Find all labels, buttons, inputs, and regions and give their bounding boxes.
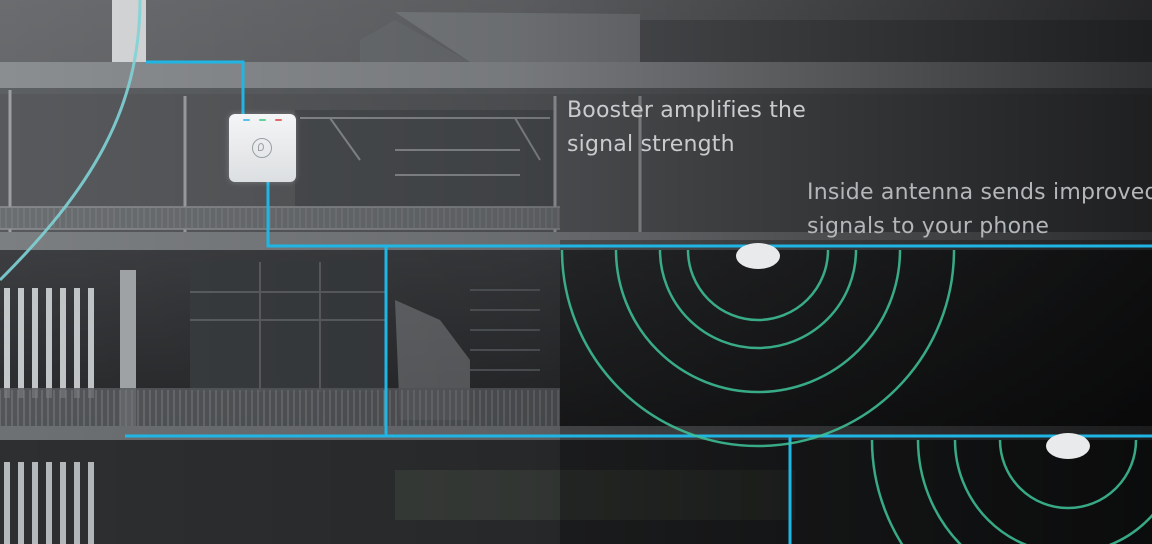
booster-device-icon xyxy=(229,114,296,182)
brand-logo-icon xyxy=(252,138,272,158)
cable-run xyxy=(125,60,1152,544)
inside-antenna-caption: Inside antenna sends improved signals to… xyxy=(807,180,1152,239)
indoor-antenna-icon xyxy=(1046,433,1090,459)
outdoor-cable xyxy=(0,0,142,282)
signal-waves-icon xyxy=(870,439,1152,544)
led-indicator xyxy=(243,119,250,121)
signal-waves-icon xyxy=(560,249,956,448)
led-indicator xyxy=(259,119,266,121)
indoor-antenna-icon xyxy=(736,243,780,269)
led-indicator xyxy=(275,119,282,121)
booster-caption: Booster amplifies the signal strength xyxy=(567,98,806,157)
